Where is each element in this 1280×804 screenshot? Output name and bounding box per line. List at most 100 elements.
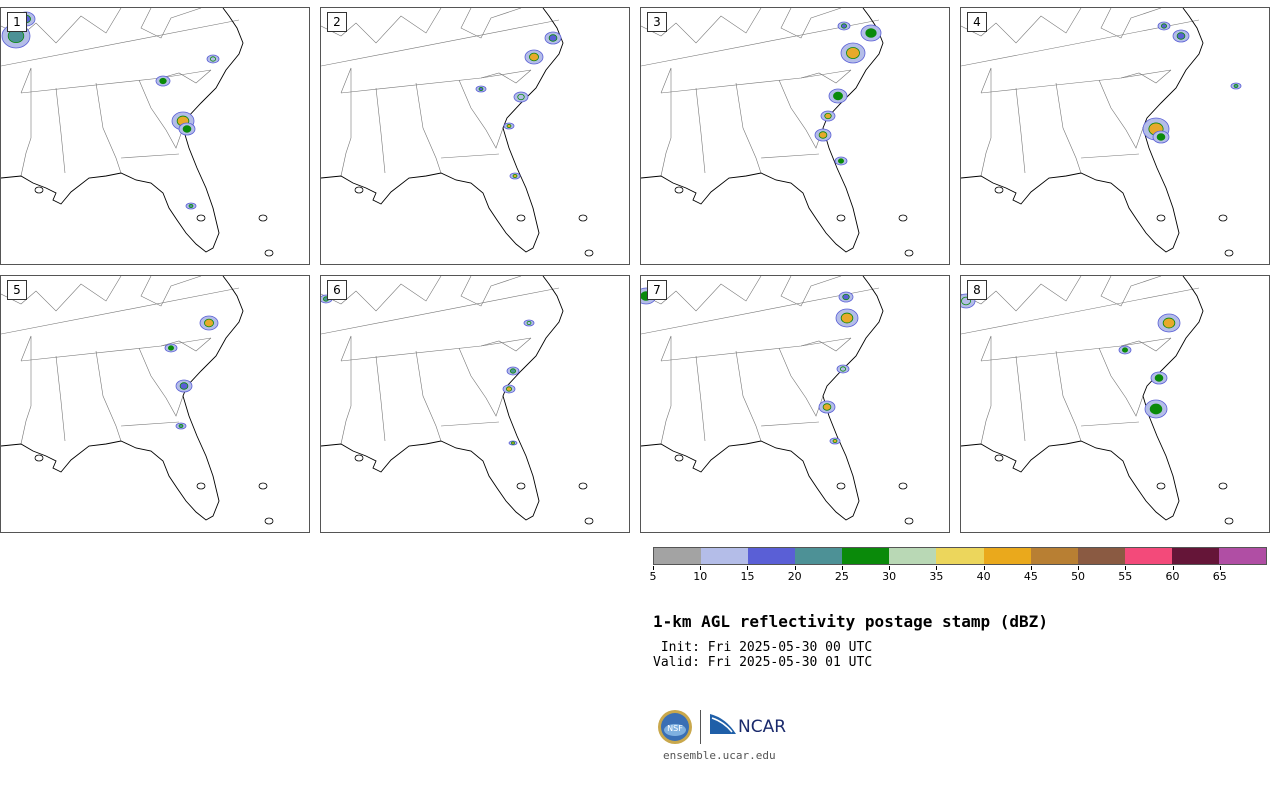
state-border — [20, 337, 212, 362]
island-outline — [1218, 482, 1228, 490]
island-outline — [516, 482, 526, 490]
state-border — [1098, 347, 1144, 417]
colorbar-segment — [936, 548, 984, 564]
member-label: 1 — [7, 12, 27, 32]
reflectivity-cell — [159, 77, 167, 85]
member-label: 6 — [327, 280, 347, 300]
state-border — [660, 337, 852, 362]
nsf-logo-text: NSF — [667, 724, 683, 733]
state-border — [138, 79, 184, 149]
map-svg — [641, 8, 914, 257]
colorbar-segment — [1124, 548, 1172, 564]
reflectivity-cell — [824, 112, 832, 120]
postage-stamp-panel-5: 5 — [0, 275, 310, 533]
colorbar-segment — [983, 548, 1031, 564]
island-outline — [1156, 482, 1166, 490]
coastline — [1, 8, 244, 253]
state-border — [375, 87, 386, 174]
state-border — [735, 350, 762, 442]
member-label: 7 — [647, 280, 667, 300]
reflectivity-cell — [204, 318, 214, 328]
colorbar-tick-label: 55 — [1118, 570, 1133, 583]
colorbar-tick — [1030, 566, 1032, 570]
state-border — [961, 8, 1082, 44]
reflectivity-cell — [1233, 83, 1239, 89]
state-border — [321, 8, 442, 44]
colorbar-tick-label: 20 — [787, 570, 802, 583]
colorbar-tick — [700, 566, 702, 570]
state-border — [340, 335, 352, 445]
page-title: 1-km AGL reflectivity postage stamp (dBZ… — [653, 612, 1048, 631]
reflectivity-cell — [1121, 347, 1128, 353]
island-outline — [836, 214, 846, 222]
state-border — [20, 335, 32, 445]
island-outline — [196, 214, 206, 222]
state-border — [321, 19, 560, 67]
member-label: 3 — [647, 12, 667, 32]
state-border — [1015, 87, 1026, 174]
reflectivity-cell — [1176, 32, 1186, 40]
colorbar-tick-label: 10 — [693, 570, 708, 583]
island-outline — [1224, 517, 1234, 525]
map-svg — [961, 8, 1242, 257]
colorbar-tick — [1125, 566, 1127, 570]
colorbar-tick — [747, 566, 749, 570]
colorbar-segment — [1171, 548, 1219, 564]
state-border — [961, 287, 1200, 335]
map-svg — [321, 8, 594, 257]
state-border — [20, 69, 212, 94]
ncar-logo-icon — [710, 714, 736, 734]
island-outline — [904, 517, 914, 525]
state-border — [120, 421, 180, 427]
reflectivity-cell — [529, 52, 539, 62]
island-outline — [516, 214, 526, 222]
colorbar-tick-label: 50 — [1071, 570, 1086, 583]
reflectivity-cell — [182, 125, 192, 133]
reflectivity-cell — [839, 366, 846, 372]
island-outline — [674, 454, 684, 462]
state-border — [1100, 8, 1162, 39]
island-outline — [258, 214, 268, 222]
colorbar-tick-label: 30 — [882, 570, 897, 583]
colorbar-tick — [1078, 566, 1080, 570]
member-label: 2 — [327, 12, 347, 32]
coastline — [321, 8, 564, 253]
state-border — [660, 69, 852, 94]
colorbar-tick-label: 65 — [1212, 570, 1227, 583]
state-border — [415, 82, 442, 174]
state-border — [735, 82, 762, 174]
colorbar-segment — [795, 548, 843, 564]
state-border — [460, 8, 522, 39]
colorbar-tick — [936, 566, 938, 570]
postage-stamp-panel-6: 6 — [320, 275, 630, 533]
colorbar-tick-label: 15 — [740, 570, 755, 583]
reflectivity-cell — [506, 123, 512, 129]
reflectivity-cell — [837, 158, 844, 164]
colorbar-segment — [701, 548, 749, 564]
colorbar-tick-label: 40 — [976, 570, 991, 583]
reflectivity-cell — [846, 47, 860, 59]
colorbar-tick — [1172, 566, 1174, 570]
state-border — [1120, 69, 1172, 84]
coastline — [961, 8, 1204, 253]
site-url: ensemble.ucar.edu — [663, 749, 776, 762]
state-border — [95, 82, 122, 174]
colorbar-tick — [983, 566, 985, 570]
state-border — [1, 276, 122, 312]
island-outline — [836, 482, 846, 490]
reflectivity-cell — [822, 403, 832, 411]
state-border — [641, 276, 762, 312]
state-border — [340, 69, 532, 94]
reflectivity-cell — [505, 386, 512, 392]
reflectivity-cell — [209, 56, 216, 62]
colorbar-tick — [889, 566, 891, 570]
colorbar-tick-label: 60 — [1165, 570, 1180, 583]
reflectivity-cell — [833, 91, 843, 101]
colorbar-segment — [654, 548, 702, 564]
colorbar-tick — [653, 566, 654, 570]
reflectivity-cell — [818, 131, 828, 139]
state-border — [140, 276, 202, 307]
island-outline — [584, 517, 594, 525]
state-border — [1, 19, 240, 67]
island-outline — [674, 186, 684, 194]
